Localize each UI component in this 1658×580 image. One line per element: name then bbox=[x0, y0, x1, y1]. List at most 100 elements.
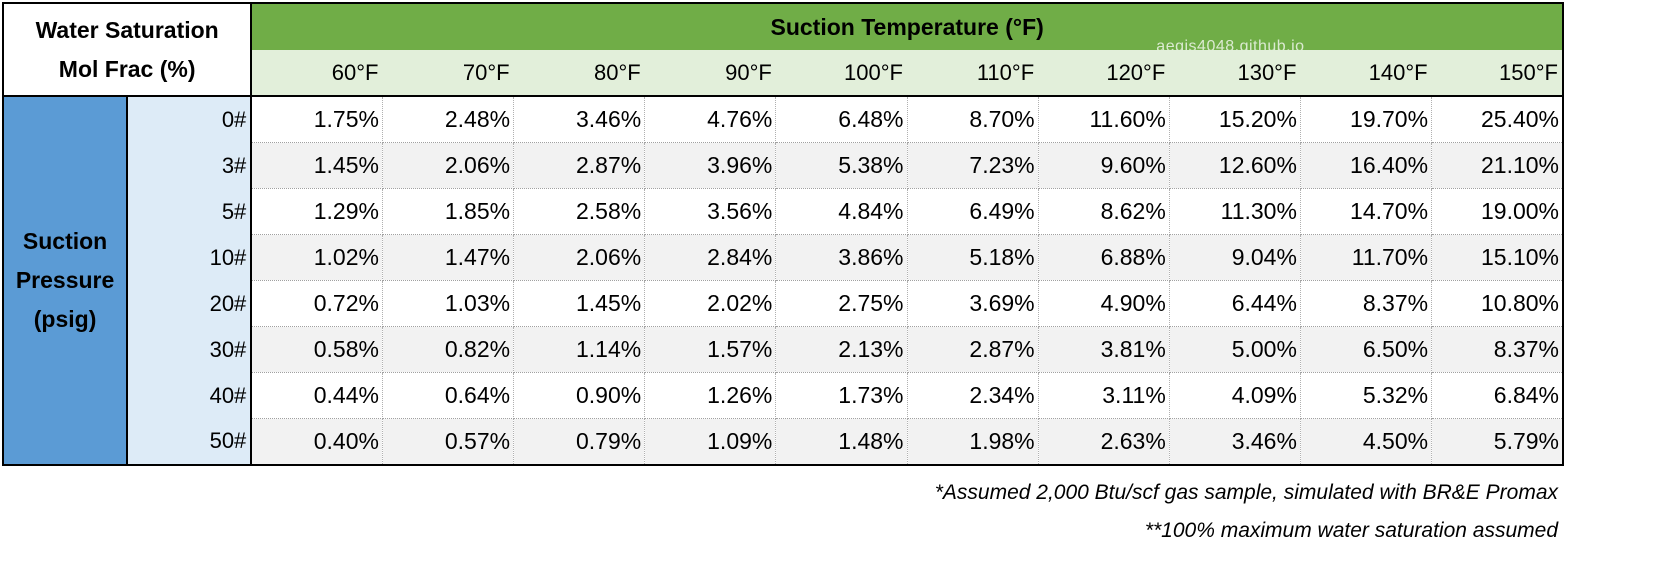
saturation-value-cell: 1.03% bbox=[382, 280, 515, 327]
saturation-value-cell: 0.57% bbox=[382, 418, 515, 466]
table-row: 30# 0.58% 0.82% 1.14% 1.57% 2.13% 2.87% 3.81% 5.… bbox=[3, 326, 1565, 373]
saturation-value-cell: 3.46% bbox=[513, 96, 646, 143]
saturation-value-cell: 0.44% bbox=[251, 372, 383, 419]
saturation-value-cell: 3.56% bbox=[644, 188, 777, 235]
saturation-value-cell: 3.96% bbox=[644, 142, 777, 189]
saturation-value-cell: 4.09% bbox=[1169, 372, 1301, 419]
footnote-1: *Assumed 2,000 Btu/scf gas sample, simul… bbox=[934, 481, 1558, 504]
saturation-value-cell: 1.47% bbox=[382, 234, 515, 281]
temperature-header-cell: 120°F bbox=[1038, 50, 1170, 97]
temperature-header-cell: 60°F bbox=[251, 50, 383, 97]
temperature-header-cell: 100°F bbox=[775, 50, 907, 97]
temperature-header-cell: 70°F bbox=[382, 50, 514, 97]
saturation-value-cell: 16.40% bbox=[1300, 142, 1433, 189]
saturation-value-cell: 1.57% bbox=[644, 326, 777, 373]
saturation-value-cell: 11.30% bbox=[1169, 188, 1301, 235]
saturation-value-cell: 6.48% bbox=[775, 96, 908, 143]
temperature-header-cell: 90°F bbox=[644, 50, 776, 97]
saturation-value-cell: 5.18% bbox=[907, 234, 1039, 281]
saturation-value-cell: 8.37% bbox=[1431, 326, 1565, 373]
pressure-row-header: 20# bbox=[127, 280, 253, 327]
saturation-value-cell: 1.26% bbox=[644, 372, 777, 419]
saturation-value-cell: 19.00% bbox=[1431, 188, 1565, 235]
pressure-row-header: 40# bbox=[127, 372, 253, 419]
saturation-value-cell: 12.60% bbox=[1169, 142, 1301, 189]
saturation-value-cell: 2.48% bbox=[382, 96, 515, 143]
saturation-value-cell: 2.06% bbox=[382, 142, 515, 189]
saturation-value-cell: 1.29% bbox=[251, 188, 383, 235]
saturation-value-cell: 2.58% bbox=[513, 188, 646, 235]
saturation-value-cell: 1.09% bbox=[644, 418, 777, 466]
pressure-row-header: 5# bbox=[127, 188, 253, 235]
saturation-value-cell: 9.04% bbox=[1169, 234, 1301, 281]
saturation-value-cell: 3.81% bbox=[1038, 326, 1170, 373]
saturation-value-cell: 2.75% bbox=[775, 280, 908, 327]
saturation-value-cell: 15.10% bbox=[1431, 234, 1565, 281]
table-row: 20# 0.72% 1.03% 1.45% 2.02% 2.75% 3.69% 4.90% 6.… bbox=[3, 280, 1565, 327]
saturation-value-cell: 10.80% bbox=[1431, 280, 1565, 327]
saturation-value-cell: 1.45% bbox=[251, 142, 383, 189]
suction-pressure-header: Suction Pressure (psig) bbox=[1, 96, 129, 466]
table-row: Suction Pressure (psig) 0# 1.75% 2.48% 3.46% 4.… bbox=[1, 96, 1565, 466]
saturation-value-cell: 1.14% bbox=[513, 326, 646, 373]
pressure-row-header: 50# bbox=[127, 418, 253, 466]
saturation-value-cell: 1.48% bbox=[775, 418, 908, 466]
saturation-value-cell: 6.84% bbox=[1431, 372, 1565, 419]
suction-temperature-header: Suction Temperature (°F) aegis4048.githu… bbox=[251, 2, 1564, 50]
temperature-header-cell: 150°F bbox=[1431, 50, 1565, 97]
suction-pressure-title-line: Pressure bbox=[15, 267, 115, 293]
table-row: 5# 1.29% 1.85% 2.58% 3.56% 4.84% 6.49% 8.62% 11.… bbox=[3, 188, 1565, 235]
saturation-value-cell: 6.44% bbox=[1169, 280, 1301, 327]
saturation-value-cell: 0.58% bbox=[251, 326, 383, 373]
saturation-value-cell: 4.50% bbox=[1300, 418, 1433, 466]
saturation-value-cell: 6.50% bbox=[1300, 326, 1433, 373]
saturation-value-cell: 3.69% bbox=[907, 280, 1039, 327]
table-row: 40# 0.44% 0.64% 0.90% 1.26% 1.73% 2.34% 3.11% 4.… bbox=[3, 372, 1565, 419]
saturation-value-cell: 6.49% bbox=[907, 188, 1039, 235]
saturation-value-cell: 0.82% bbox=[382, 326, 515, 373]
temperature-header-cell: 80°F bbox=[513, 50, 645, 97]
saturation-value-cell: 15.20% bbox=[1169, 96, 1301, 143]
footnote-2: **100% maximum water saturation assumed bbox=[1144, 519, 1558, 542]
saturation-value-cell: 2.87% bbox=[907, 326, 1039, 373]
saturation-value-cell: 3.86% bbox=[775, 234, 908, 281]
saturation-value-cell: 5.32% bbox=[1300, 372, 1433, 419]
saturation-value-cell: 3.11% bbox=[1038, 372, 1170, 419]
table-row: 3# 1.45% 2.06% 2.87% 3.96% 5.38% 7.23% 9.60% 12.… bbox=[3, 142, 1565, 189]
saturation-table-sheet: Water Saturation Mol Frac (%) Suction Te… bbox=[1, 2, 1565, 467]
saturation-value-cell: 11.60% bbox=[1038, 96, 1170, 143]
water-saturation-table: Water Saturation Mol Frac (%) Suction Te… bbox=[1, 2, 1565, 466]
saturation-value-cell: 0.40% bbox=[251, 418, 383, 466]
corner-line-2: Mol Frac (%) bbox=[58, 55, 196, 82]
pressure-row-header: 30# bbox=[127, 326, 253, 373]
saturation-value-cell: 8.70% bbox=[907, 96, 1039, 143]
saturation-value-cell: 1.85% bbox=[382, 188, 515, 235]
temperature-header-cell: 110°F bbox=[907, 50, 1039, 97]
suction-pressure-title-line: Suction bbox=[22, 228, 108, 254]
saturation-value-cell: 2.34% bbox=[907, 372, 1039, 419]
temperature-header-cell: 130°F bbox=[1169, 50, 1301, 97]
saturation-value-cell: 0.79% bbox=[513, 418, 646, 466]
saturation-value-cell: 14.70% bbox=[1300, 188, 1433, 235]
saturation-value-cell: 0.90% bbox=[513, 372, 646, 419]
saturation-value-cell: 1.02% bbox=[251, 234, 383, 281]
suction-pressure-title-line: (psig) bbox=[33, 306, 97, 332]
saturation-value-cell: 2.06% bbox=[513, 234, 646, 281]
pressure-row-header: 10# bbox=[127, 234, 253, 281]
saturation-value-cell: 9.60% bbox=[1038, 142, 1170, 189]
saturation-value-cell: 21.10% bbox=[1431, 142, 1565, 189]
temperature-header-row: 60°F 70°F 80°F 90°F 100°F 110°F 120°F 130°F 140°… bbox=[3, 50, 1565, 97]
saturation-value-cell: 2.13% bbox=[775, 326, 908, 373]
pressure-row-header: 3# bbox=[127, 142, 253, 189]
table-row: 10# 1.02% 1.47% 2.06% 2.84% 3.86% 5.18% 6.88% 9.… bbox=[3, 234, 1565, 281]
saturation-value-cell: 19.70% bbox=[1300, 96, 1433, 143]
temperature-header-cell: 140°F bbox=[1300, 50, 1432, 97]
saturation-value-cell: 8.62% bbox=[1038, 188, 1170, 235]
saturation-value-cell: 1.75% bbox=[251, 96, 383, 143]
saturation-value-cell: 5.79% bbox=[1431, 418, 1565, 466]
saturation-value-cell: 2.87% bbox=[513, 142, 646, 189]
saturation-value-cell: 5.38% bbox=[775, 142, 908, 189]
corner-line-1: Water Saturation bbox=[35, 16, 219, 43]
saturation-value-cell: 11.70% bbox=[1300, 234, 1433, 281]
saturation-value-cell: 2.84% bbox=[644, 234, 777, 281]
